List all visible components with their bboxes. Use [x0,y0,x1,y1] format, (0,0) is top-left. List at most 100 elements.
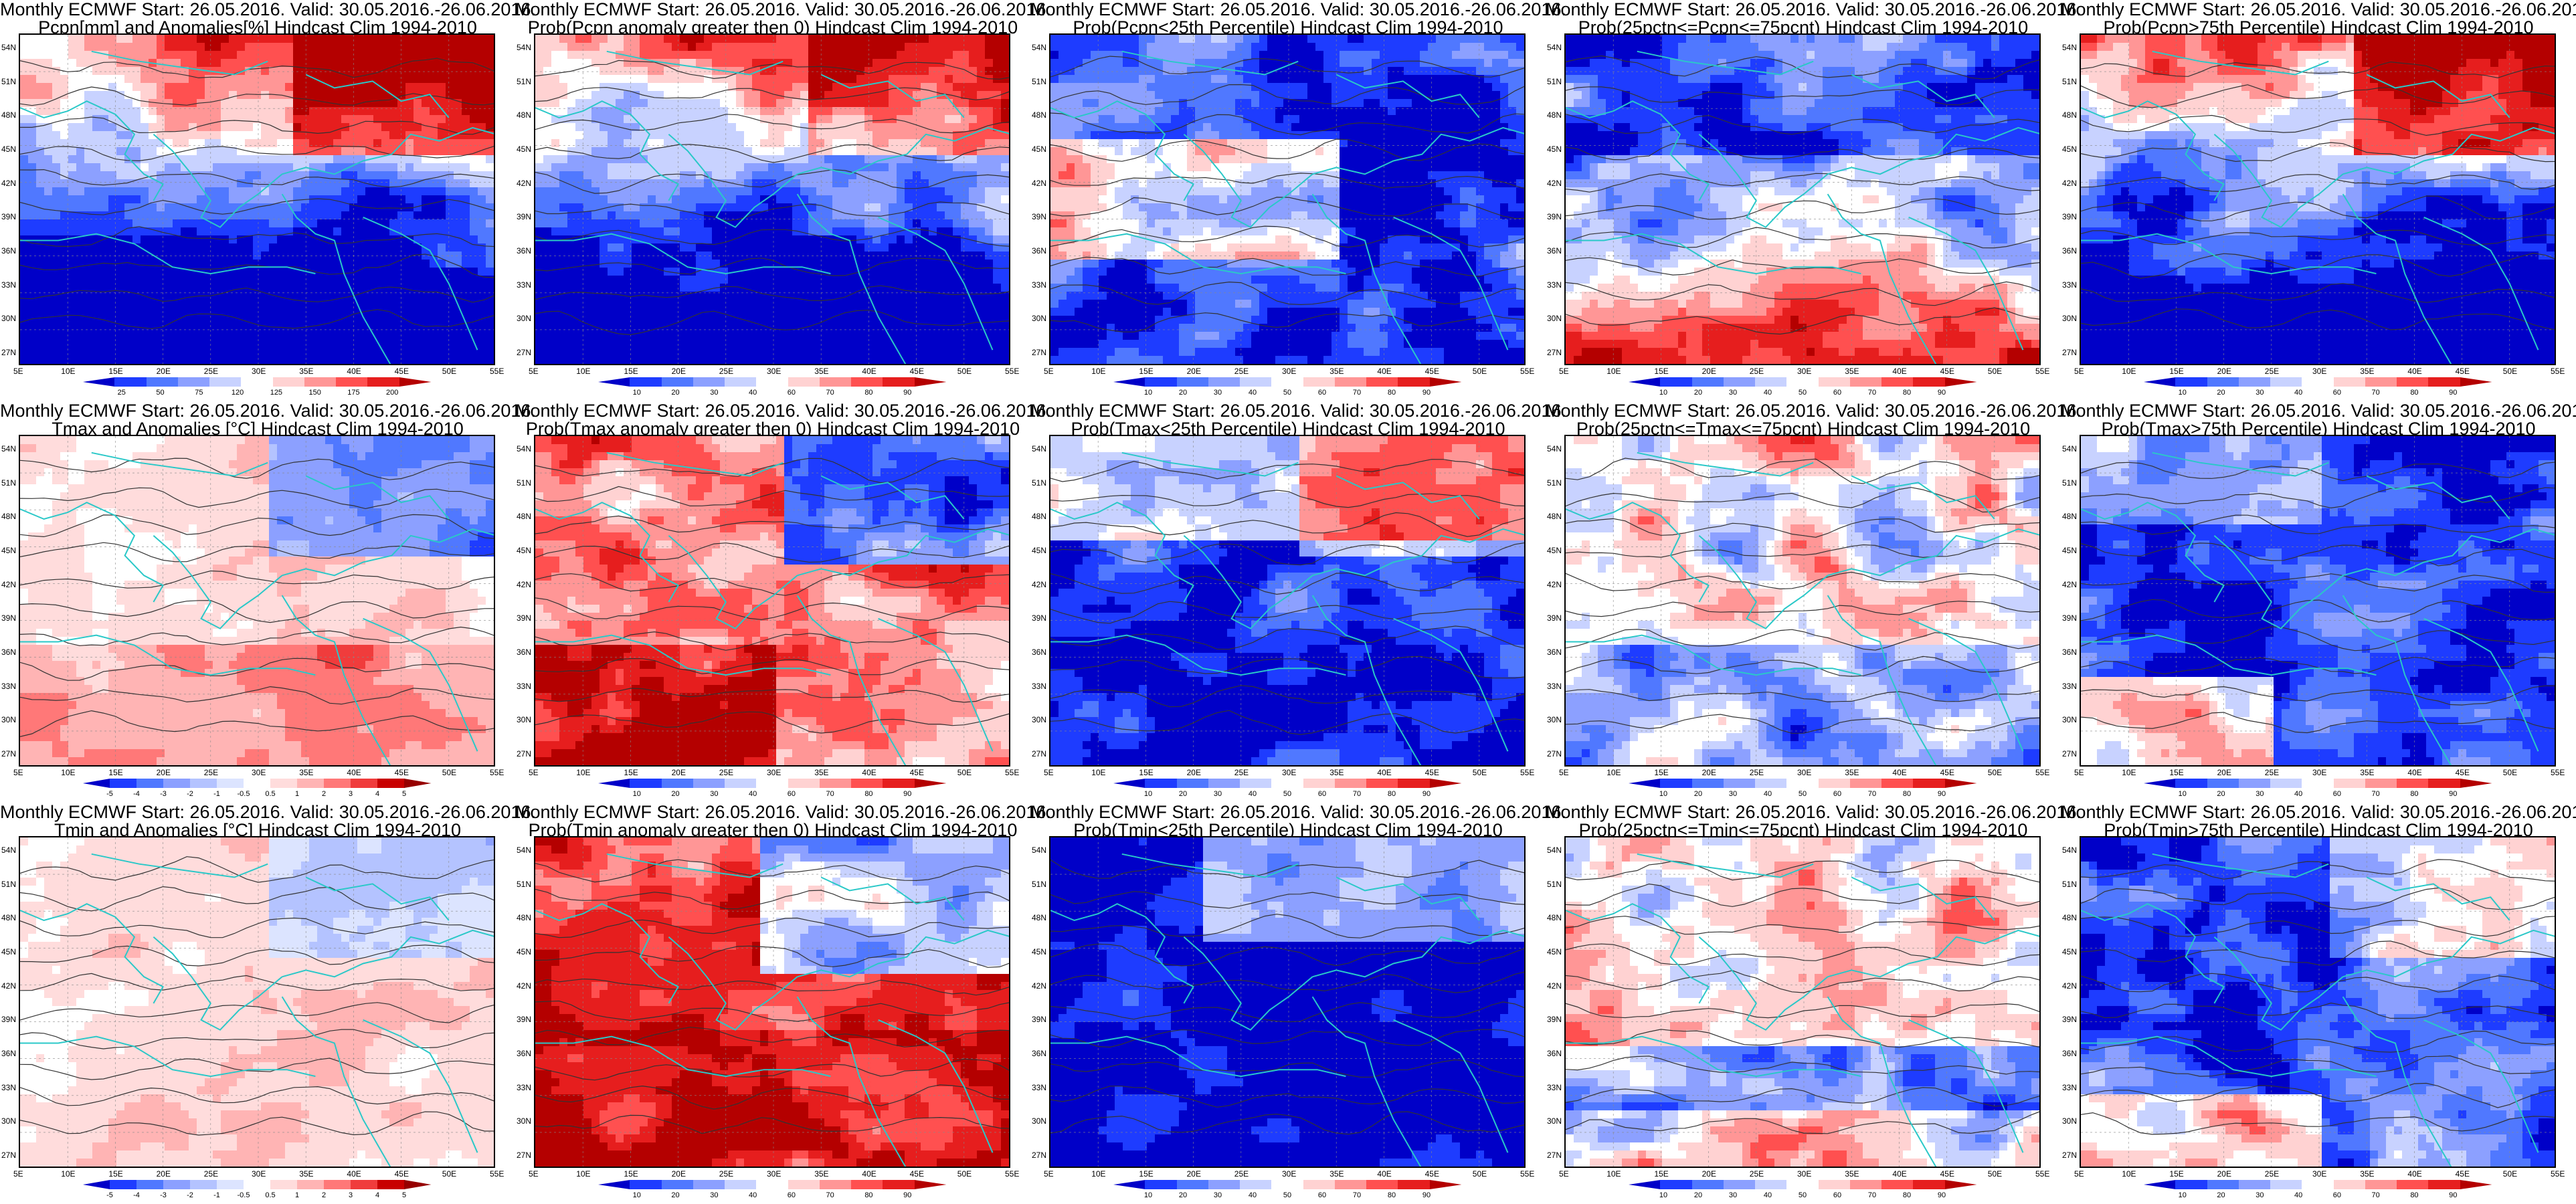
color-scale-segment [2207,1180,2239,1189]
color-scale-segment [399,377,432,387]
color-scale-segment [1145,1180,1178,1189]
longitude-label: 15E [1139,768,1153,777]
color-scale-tick: 40 [1249,389,1257,397]
color-scale-bar: -5 -4 -3 -2 -1 -0.5 0.5 1 2 3 4 5 [83,1180,432,1199]
latitude-label: 54N [1032,43,1046,52]
longitude-label: 50E [1473,1169,1487,1179]
latitude-label: 27N [1547,749,1562,759]
longitude-label: 40E [1377,1169,1391,1179]
color-scale-segment [1723,779,1756,788]
color-scale-tick: 10 [633,1191,641,1199]
latitude-label: 27N [517,749,531,759]
color-scale-segment [598,1180,630,1189]
color-scale-segment [2428,1180,2461,1189]
forecast-map [1049,435,1526,767]
panel-title-line1: Monthly ECMWF Start: 26.05.2016. Valid: … [1030,803,1566,821]
longitude-label: 10E [1606,768,1621,777]
latitude-label: 33N [1032,1083,1046,1092]
longitude-label: 20E [1702,1169,1716,1179]
longitude-label: 45E [910,1169,924,1179]
latitude-label: 30N [1032,715,1046,724]
color-scale-segment [661,779,694,788]
color-scale-bar: 10 20 30 40 60 70 80 90 [2144,779,2492,798]
longitude-label: 30E [1282,367,1296,376]
latitude-label: 45N [1,947,16,957]
longitude-label: 30E [2312,1169,2326,1179]
color-scale-segment [693,377,725,387]
color-scale-segment [819,1180,852,1189]
color-scale-segment [177,377,210,387]
latitude-label: 45N [1032,144,1046,154]
color-scale-tick: 20 [671,1191,679,1199]
longitude-label: 5E [529,768,539,777]
color-scale-tick: 70 [1353,389,1361,397]
color-scale-segment [1944,779,1977,788]
color-scale-segment [2207,779,2239,788]
longitude-label: 35E [299,367,313,376]
longitude-label: 30E [767,1169,781,1179]
color-scale-tick: 60 [1833,1191,1841,1199]
color-scale-bar: 25 50 75 120 125 150 175 200 [83,377,432,397]
map-panel: Monthly ECMWF Start: 26.05.2016. Valid: … [2061,803,2576,1204]
color-scale-segment [2144,377,2176,387]
longitude-label: 20E [672,768,686,777]
color-scale-bar: 10 20 30 40 50 60 70 80 90 [1113,779,1462,798]
color-scale-bar: 10 20 30 40 60 70 80 90 [598,1180,947,1199]
color-scale-tick: 150 [308,389,320,397]
color-scale-segment [819,377,852,387]
forecast-map [1564,435,2041,767]
color-scale-tick: 30 [1729,1191,1737,1199]
color-scale-tick: 90 [1938,389,1946,397]
longitude-label: 55E [1520,768,1534,777]
latitude-label: 42N [1,179,16,188]
longitude-label: 40E [1892,768,1906,777]
longitude-label: 20E [1187,1169,1201,1179]
color-scale-tick: 40 [1249,790,1257,798]
color-scale-tick: 90 [1938,1191,1946,1199]
color-scale-segment [1755,1180,1787,1189]
longitude-label: 15E [1139,367,1153,376]
longitude-label: 30E [767,768,781,777]
longitude-label: 25E [719,1169,733,1179]
color-scale-bar: 10 20 30 40 60 70 80 90 [598,377,947,397]
color-scale-tick: 70 [826,1191,834,1199]
longitude-label: 55E [1520,1169,1534,1179]
latitude-label: 51N [1547,880,1562,889]
color-scale-tick: 20 [2217,1191,2225,1199]
forecast-map [19,435,495,767]
color-scale-segment [1113,377,1145,387]
longitude-label: 35E [2360,1169,2374,1179]
color-scale-bar: 10 20 30 40 50 60 70 80 90 [1629,377,1977,397]
color-scale-segment [1629,1180,1661,1189]
longitude-label: 5E [1044,1169,1054,1179]
latitude-label: 36N [517,1049,531,1058]
longitude-label: 50E [957,768,972,777]
color-scale-tick: 90 [1422,389,1431,397]
color-scale-tick: 80 [2410,389,2418,397]
color-scale-tick: 80 [864,790,872,798]
color-scale-segment [598,779,630,788]
color-scale-segment [1786,1180,1819,1189]
latitude-label: 45N [2062,144,2077,154]
color-scale-segment [270,1180,298,1189]
longitude-label: 15E [2169,367,2183,376]
latitude-label: 48N [2062,913,2077,922]
color-scale-tick: 70 [2372,1191,2380,1199]
color-scale-tick: 50 [156,389,164,397]
panel-title-line1: Monthly ECMWF Start: 26.05.2016. Valid: … [515,0,1051,19]
color-scale-segment [241,377,274,387]
latitude-label: 33N [1032,280,1046,290]
forecast-map [2080,435,2556,767]
longitude-label: 35E [1845,768,1859,777]
longitude-label: 50E [957,367,972,376]
color-scale-segment [190,1180,217,1189]
color-scale-segment [1240,377,1272,387]
forecast-map [534,33,1010,365]
latitude-label: 39N [1,613,16,623]
longitude-label: 45E [910,367,924,376]
map-panel: Monthly ECMWF Start: 26.05.2016. Valid: … [1030,803,1566,1204]
color-scale-segment [1366,377,1398,387]
color-scale-tick: 10 [633,389,641,397]
latitude-label: 45N [1,144,16,154]
longitude-label: 20E [672,367,686,376]
